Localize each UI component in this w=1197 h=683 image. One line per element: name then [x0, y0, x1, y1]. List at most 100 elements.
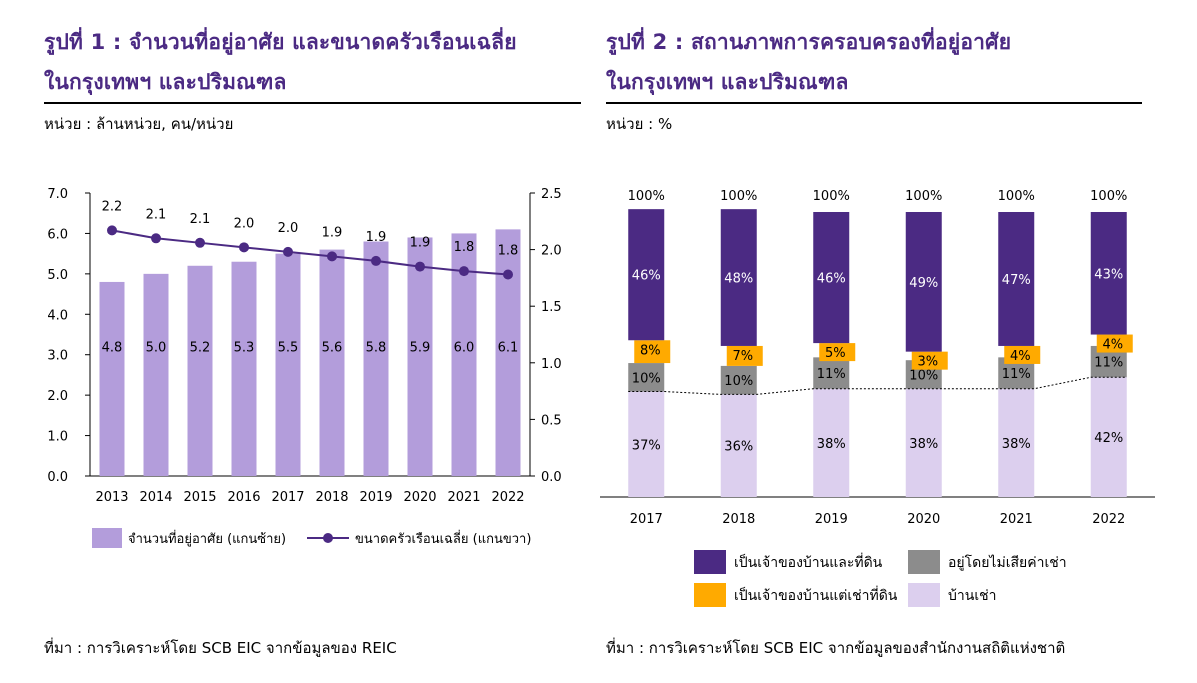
- figure-2-title-rule: [606, 102, 1142, 104]
- line-point: [459, 266, 469, 277]
- right-tick-label: 0.5: [541, 413, 562, 428]
- total-label: 100%: [1090, 189, 1127, 204]
- legend-marker-line: [323, 533, 333, 543]
- figure-1-title-line1: รูปที่ 1 : จำนวนที่อยู่อาศัย และขนาดครัว…: [44, 30, 517, 54]
- segment-owner-land-label: 46%: [817, 272, 846, 287]
- line-value-label: 2.0: [234, 216, 255, 231]
- line-point: [151, 233, 161, 244]
- segment-owner-land: [905, 212, 942, 352]
- segment-renter: [628, 391, 665, 497]
- left-tick-label: 2.0: [47, 389, 68, 404]
- x-tick-label: 2021: [1000, 512, 1033, 527]
- line-value-label: 2.2: [102, 199, 123, 214]
- segment-renter: [813, 388, 850, 497]
- left-tick-label: 7.0: [47, 187, 68, 202]
- panel-figure-1: รูปที่ 1 : จำนวนที่อยู่อาศัย และขนาดครัว…: [0, 0, 595, 683]
- renter-connector-line: [628, 376, 1127, 395]
- x-tick-label: 2019: [359, 490, 392, 505]
- bar-value-label: 5.6: [322, 341, 343, 356]
- line-point: [327, 251, 337, 262]
- figure-2-unit: หน่วย : %: [606, 115, 673, 133]
- bar-housing-units: [99, 281, 125, 476]
- bar-housing-units: [275, 253, 301, 476]
- total-label: 100%: [628, 189, 665, 204]
- line-value-label: 1.8: [454, 240, 475, 255]
- left-tick-label: 1.0: [47, 430, 68, 445]
- left-tick-label: 0.0: [47, 470, 68, 485]
- segment-renter-label: 37%: [632, 438, 661, 453]
- legend-swatch: [694, 550, 726, 574]
- legend-label-bar: จำนวนที่อยู่อาศัย (แกนซ้าย): [128, 530, 286, 547]
- right-tick-label: 2.5: [541, 187, 562, 202]
- x-tick-label: 2017: [271, 490, 304, 505]
- legend-swatch: [908, 550, 940, 574]
- segment-owner-rent-land-label: 7%: [732, 349, 753, 364]
- segment-renter: [1090, 377, 1127, 497]
- panel-figure-2: รูปที่ 2 : สถานภาพการครอบครองที่อยู่อาศั…: [598, 0, 1197, 683]
- line-value-label: 1.9: [322, 225, 343, 240]
- legend-swatch: [694, 583, 726, 607]
- segment-owner-rent-land-label: 4%: [1010, 349, 1031, 364]
- bar-value-label: 5.3: [234, 341, 255, 356]
- total-label: 100%: [998, 189, 1035, 204]
- segment-rent-free-label: 10%: [909, 368, 938, 383]
- segment-owner-rent-land: [819, 343, 856, 362]
- left-tick-label: 4.0: [47, 308, 68, 323]
- figure-2-title-line2: ในกรุงเทพฯ และปริมณฑล: [606, 70, 849, 94]
- left-tick-label: 3.0: [47, 349, 68, 364]
- x-tick-label: 2014: [139, 490, 172, 505]
- line-point: [371, 255, 381, 266]
- line-value-label: 2.0: [278, 221, 299, 236]
- segment-rent-free-label: 11%: [817, 367, 846, 382]
- figure-2-title-line1: รูปที่ 2 : สถานภาพการครอบครองที่อยู่อาศั…: [606, 30, 1012, 54]
- x-tick-label: 2019: [815, 512, 848, 527]
- bar-value-label: 6.1: [498, 341, 519, 356]
- segment-rent-free-label: 11%: [1002, 367, 1031, 382]
- line-household-size: [111, 229, 509, 276]
- segment-owner-rent-land: [1004, 345, 1041, 364]
- right-tick-label: 1.5: [541, 300, 562, 315]
- line-point: [107, 225, 117, 236]
- segment-owner-rent-land-label: 3%: [917, 355, 938, 370]
- legend-label-line: ขนาดครัวเรือนเฉลี่ย (แกนขวา): [355, 530, 531, 547]
- segment-owner-rent-land-label: 8%: [640, 343, 661, 358]
- segment-renter-label: 38%: [909, 437, 938, 452]
- bar-housing-units: [407, 237, 433, 476]
- segment-owner-rent-land: [1096, 334, 1133, 353]
- bar-housing-units: [363, 241, 389, 476]
- segment-renter: [905, 388, 942, 497]
- segment-owner-land-label: 49%: [909, 276, 938, 291]
- segment-renter: [998, 388, 1035, 497]
- line-value-label: 1.9: [410, 236, 431, 251]
- segment-owner-rent-land-label: 5%: [825, 346, 846, 361]
- segment-rent-free-label: 11%: [1094, 356, 1123, 371]
- line-point: [415, 261, 425, 272]
- bar-value-label: 6.0: [454, 341, 475, 356]
- line-point: [503, 269, 513, 280]
- line-point: [283, 246, 293, 257]
- right-tick-label: 2.0: [541, 244, 562, 259]
- legend-label: อยู่โดยไม่เสียค่าเช่า: [948, 554, 1067, 571]
- segment-owner-land: [720, 209, 757, 346]
- line-point: [239, 242, 249, 253]
- figure-1-title-rule: [44, 102, 581, 104]
- legend-label: เป็นเจ้าของบ้านแต่เช่าที่ดิน: [734, 586, 898, 604]
- bar-value-label: 5.5: [278, 341, 299, 356]
- segment-owner-land: [813, 212, 850, 344]
- segment-renter-label: 38%: [817, 437, 846, 452]
- x-tick-label: 2021: [447, 490, 480, 505]
- line-value-label: 2.1: [146, 207, 167, 222]
- segment-owner-land: [628, 209, 665, 341]
- segment-rent-free: [720, 365, 757, 395]
- x-tick-label: 2016: [227, 490, 260, 505]
- bar-housing-units: [231, 261, 257, 476]
- x-tick-label: 2020: [907, 512, 940, 527]
- segment-owner-land-label: 43%: [1094, 267, 1123, 282]
- segment-owner-land-label: 48%: [724, 272, 753, 287]
- segment-renter-label: 42%: [1094, 431, 1123, 446]
- segment-owner-rent-land: [726, 345, 763, 366]
- segment-owner-land: [1090, 212, 1127, 335]
- figure-2-source: ที่มา : การวิเคราะห์โดย SCB EIC จากข้อมู…: [606, 639, 1066, 657]
- bar-value-label: 4.8: [102, 341, 123, 356]
- x-tick-label: 2018: [315, 490, 348, 505]
